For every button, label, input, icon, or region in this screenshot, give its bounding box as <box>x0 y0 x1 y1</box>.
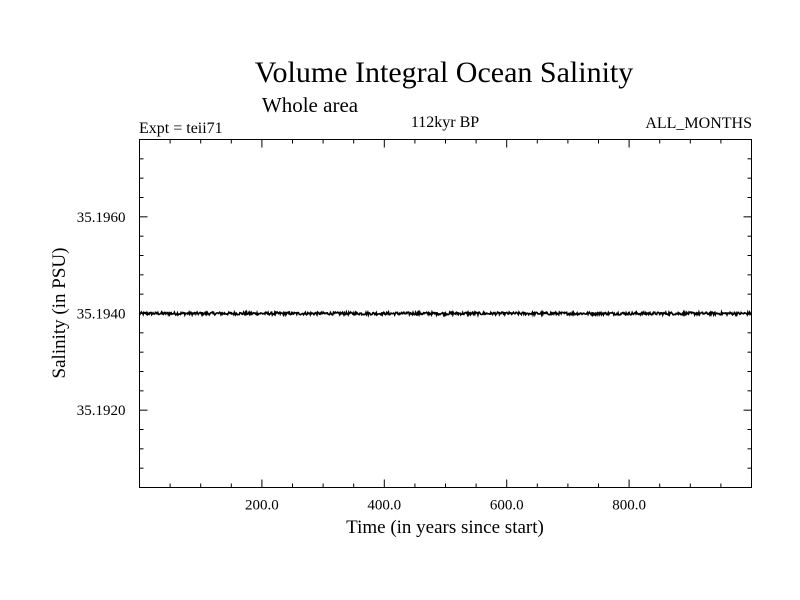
chart-title: Volume Integral Ocean Salinity <box>255 56 634 89</box>
y-tick-label: 35.1960 <box>77 210 126 226</box>
x-tick-label: 800.0 <box>612 498 646 514</box>
y-axis-tick-labels: 35.1920 35.1940 35.1960 <box>77 210 126 419</box>
x-axis-tick-labels: 200.0 400.0 600.0 800.0 <box>245 498 646 514</box>
x-axis-ticks <box>169 139 722 488</box>
chart-subtitle: Whole area <box>262 93 359 117</box>
salinity-series-line <box>138 309 753 318</box>
period-label: 112kyr BP <box>411 114 479 131</box>
y-axis-label: Salinity (in PSU) <box>49 248 70 379</box>
x-tick-label: 600.0 <box>490 498 524 514</box>
y-tick-label: 35.1920 <box>77 403 126 419</box>
y-tick-label: 35.1940 <box>77 307 126 323</box>
x-tick-label: 400.0 <box>367 498 401 514</box>
x-tick-label: 200.0 <box>245 498 279 514</box>
months-label: ALL_MONTHS <box>645 115 752 132</box>
x-axis-label: Time (in years since start) <box>346 517 544 538</box>
experiment-label: Expt = teii71 <box>139 120 223 137</box>
